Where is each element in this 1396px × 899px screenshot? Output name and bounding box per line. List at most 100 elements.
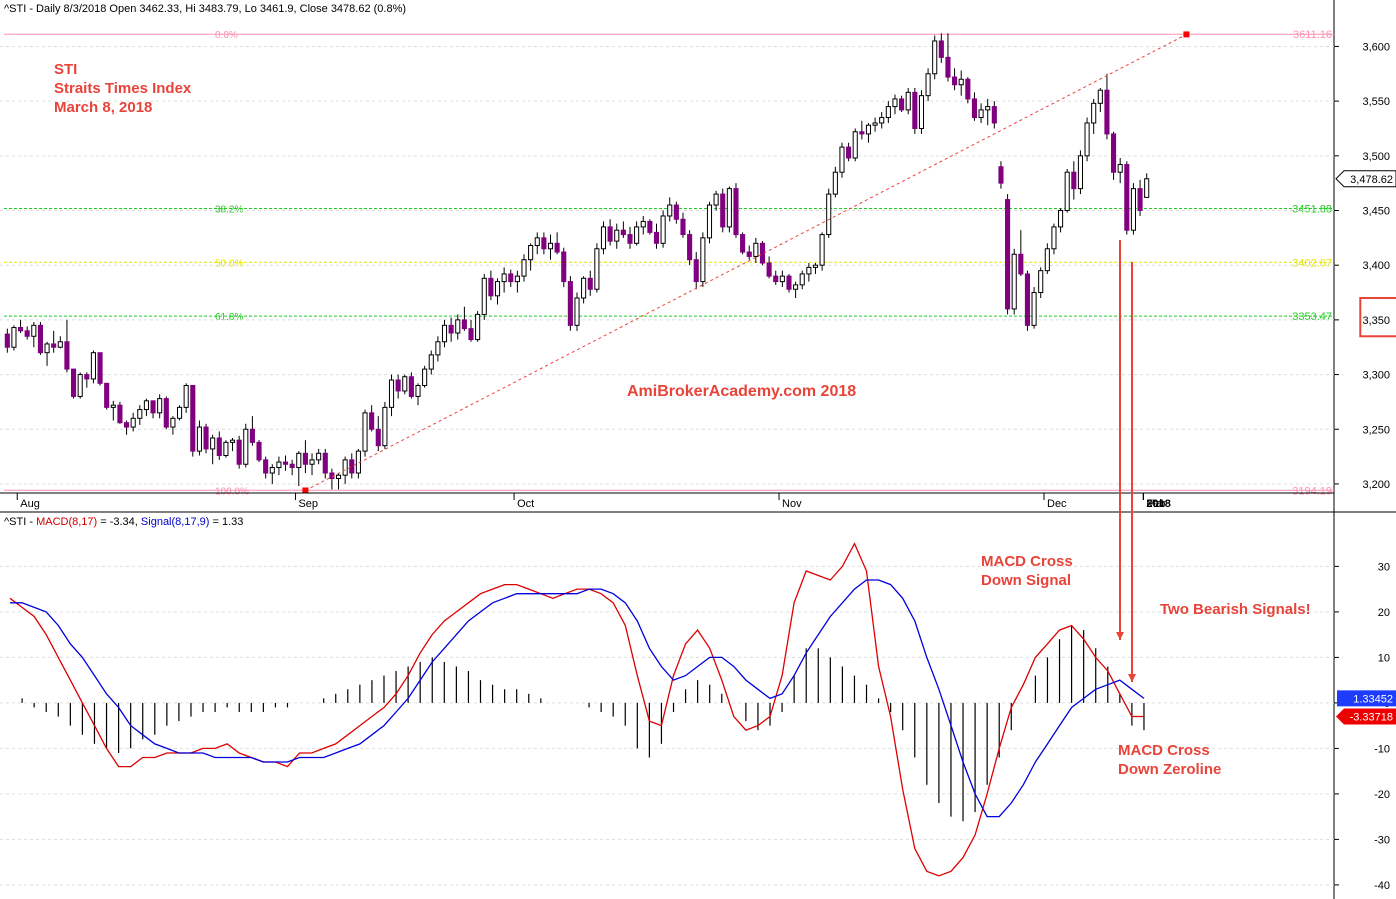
candle-body	[1124, 164, 1130, 231]
macd-title-text: ^STI - MACD(8,17) = -3.34, Signal(8,17,9…	[4, 516, 243, 528]
fib-level-right-label: 3451.88	[1292, 203, 1332, 215]
candle-body	[581, 277, 587, 299]
macd-tick-label: 10	[1378, 652, 1390, 664]
candle-body	[607, 226, 613, 242]
price-tick-label: 3,600	[1362, 41, 1390, 53]
candle-body	[547, 242, 554, 250]
macd-tick-label: -10	[1374, 743, 1390, 755]
fib-level-left-label: 50.0%	[215, 258, 243, 269]
candle-body	[71, 368, 77, 397]
candle-body	[428, 354, 434, 370]
fib-level-right-label: 3611.16	[1293, 29, 1332, 41]
candle-body	[826, 193, 832, 236]
candle-body	[978, 109, 984, 119]
candle-body	[369, 412, 375, 430]
candle-body	[905, 91, 911, 111]
candle-body	[528, 245, 534, 261]
candle-body	[521, 259, 527, 277]
macd-histogram	[21, 625, 1145, 822]
candle-body	[422, 368, 428, 386]
candle-body	[37, 324, 43, 354]
candle-body	[653, 231, 660, 244]
candle-body	[501, 273, 507, 283]
candle-body	[11, 327, 17, 348]
candle-body	[31, 324, 37, 337]
candle-body	[846, 146, 852, 159]
candle-body	[998, 166, 1004, 184]
candle-body	[316, 452, 322, 461]
price-tick-label: 3,550	[1362, 96, 1390, 108]
candle-body	[236, 439, 242, 465]
candle-body	[587, 277, 593, 290]
candle-body	[382, 406, 388, 447]
macd-title-part: MACD(8,17)	[36, 516, 97, 528]
candle-body	[614, 229, 620, 242]
candle-body	[879, 117, 885, 124]
title-sti: STI	[54, 61, 77, 78]
candle-body	[1091, 102, 1097, 124]
macd-annotation-text: Down Zeroline	[1118, 761, 1221, 778]
candle-body	[1038, 270, 1044, 294]
candle-body	[196, 426, 202, 452]
candle-body	[170, 417, 176, 428]
candle-body	[839, 146, 845, 173]
candle-body	[594, 248, 600, 290]
candle-body	[143, 400, 149, 411]
candle-body	[455, 319, 461, 334]
macd-value-label: -3.33718	[1350, 712, 1393, 724]
candle-body	[561, 251, 567, 283]
candle-body	[375, 428, 381, 447]
fib-level-right-label: 3353.47	[1292, 311, 1332, 323]
candle-body	[1104, 89, 1110, 135]
signal-line	[10, 579, 1145, 818]
price-header: ^STI - Daily 8/3/2018 Open 3462.33, Hi 3…	[4, 3, 406, 15]
signal-value-tag	[1337, 690, 1396, 707]
candle-body	[282, 461, 289, 465]
candle-body	[852, 131, 858, 159]
candle-body	[740, 234, 746, 253]
title-index-name: Straits Times Index	[54, 80, 192, 97]
macd-y-axis: -40-30-20-1001020301.33452-3.33718	[1334, 561, 1396, 892]
macd-tick-label: 30	[1378, 561, 1390, 573]
candle-body	[912, 91, 918, 129]
candle-body	[1130, 188, 1136, 231]
candle-body	[832, 171, 838, 195]
title-date: March 8, 2018	[54, 99, 152, 116]
candle-body	[4, 333, 10, 348]
candle-body	[640, 220, 646, 228]
candle-body	[276, 461, 282, 469]
candle-layer	[4, 33, 1150, 490]
candle-body	[176, 406, 183, 419]
fib-level-left-label: 38.2%	[215, 204, 243, 215]
candle-body	[925, 73, 931, 97]
candle-body	[342, 459, 348, 476]
candle-body	[733, 188, 739, 236]
candle-body	[1111, 133, 1117, 173]
candle-body	[117, 404, 123, 424]
fib-level-left-label: 100.0%	[215, 486, 249, 497]
candle-body	[229, 439, 236, 443]
candle-body	[296, 452, 302, 469]
candle-body	[395, 379, 401, 392]
candle-body	[216, 437, 222, 456]
signal-arrow-head	[1128, 674, 1136, 682]
candle-body	[647, 220, 653, 233]
candle-body	[713, 193, 719, 206]
candle-body	[1051, 226, 1057, 250]
candle-body	[110, 404, 116, 408]
candle-body	[865, 124, 872, 135]
candle-body	[720, 193, 726, 228]
macd-line	[9, 542, 1144, 877]
macd-title-part: Signal(8,17,9)	[141, 516, 210, 528]
macd-annotation-text: Two Bearish Signals!	[1160, 601, 1311, 618]
candle-body	[157, 398, 163, 414]
macd-tick-label: 20	[1378, 607, 1390, 619]
candle-body	[1024, 273, 1031, 326]
candle-body	[514, 275, 520, 283]
macd-title-part: = 1.33	[209, 516, 243, 528]
macd-title-part: = -3.34,	[97, 516, 141, 528]
candle-body	[1144, 178, 1150, 198]
candle-body	[44, 343, 50, 354]
